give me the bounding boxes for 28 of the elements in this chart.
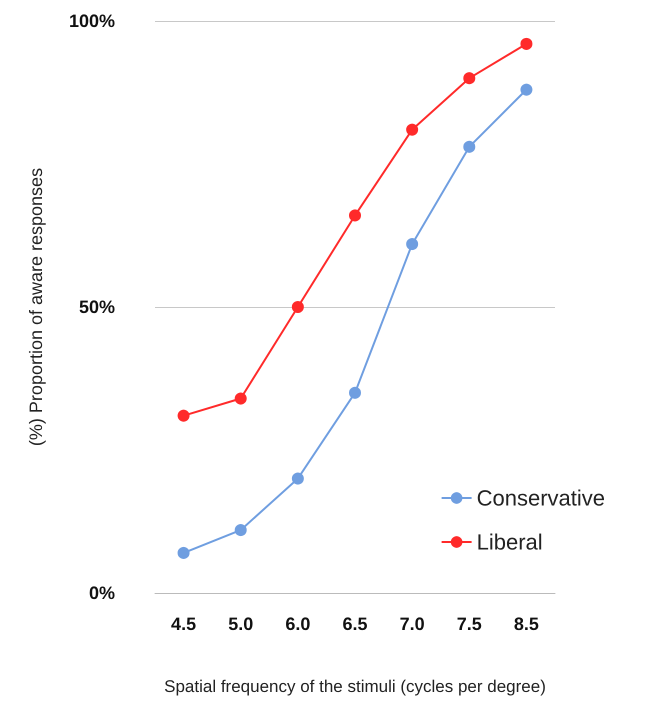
point: [292, 301, 304, 313]
point: [178, 410, 190, 422]
x-tick-label: 8.5: [514, 614, 539, 634]
point: [520, 84, 532, 96]
y-tick-label: 100%: [68, 11, 115, 31]
x-tick-label: 4.5: [171, 614, 196, 634]
point: [406, 238, 418, 250]
point: [178, 546, 190, 559]
point: [349, 209, 361, 222]
x-tick-label: 6.5: [342, 614, 368, 634]
x-tick-label: 5.0: [228, 614, 254, 634]
y-tick-label: 0%: [88, 583, 115, 603]
y-axis-title: (%) Proportion of aware responses: [26, 168, 46, 446]
y-tick-label: 50%: [78, 297, 115, 317]
legend-label: Conservative: [476, 486, 605, 510]
point: [234, 392, 247, 405]
x-axis-title: Spatial frequency of the stimuli (cycles per degree): [164, 677, 546, 696]
point: [349, 386, 361, 399]
legend-label: Liberal: [476, 530, 543, 554]
x-tick-label: 7.5: [456, 614, 482, 634]
x-tick-label: 6.0: [285, 614, 310, 634]
x-tick-label: 7.0: [400, 614, 425, 634]
point: [234, 524, 247, 536]
point: [292, 472, 304, 485]
point: [463, 72, 476, 84]
point: [520, 38, 532, 50]
point: [406, 124, 418, 136]
point: [463, 140, 476, 153]
